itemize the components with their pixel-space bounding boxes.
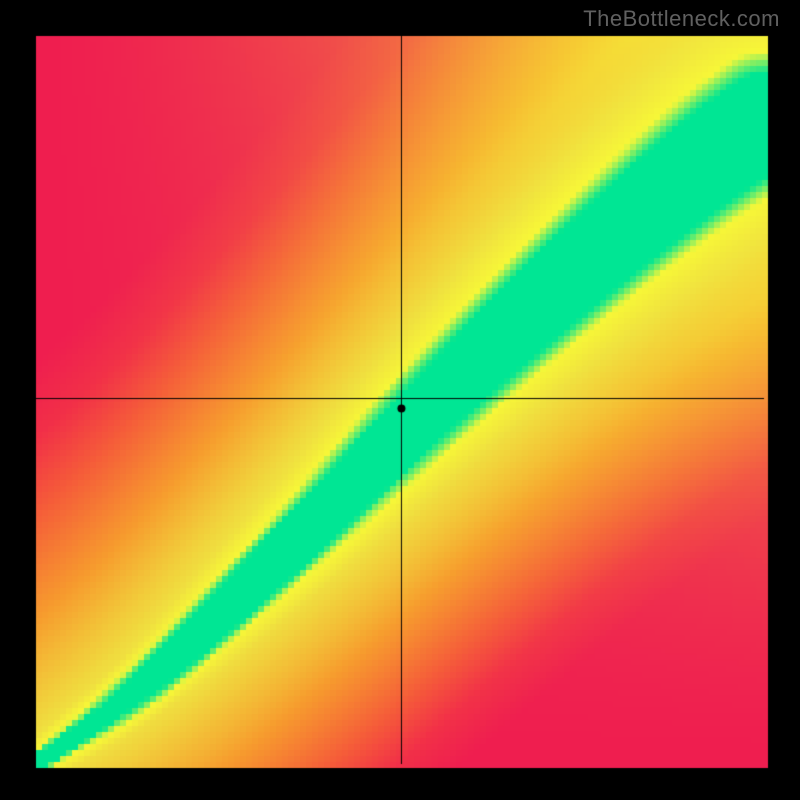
heatmap-canvas [0,0,800,800]
watermark-text: TheBottleneck.com [583,6,780,32]
heatmap-container: TheBottleneck.com [0,0,800,800]
